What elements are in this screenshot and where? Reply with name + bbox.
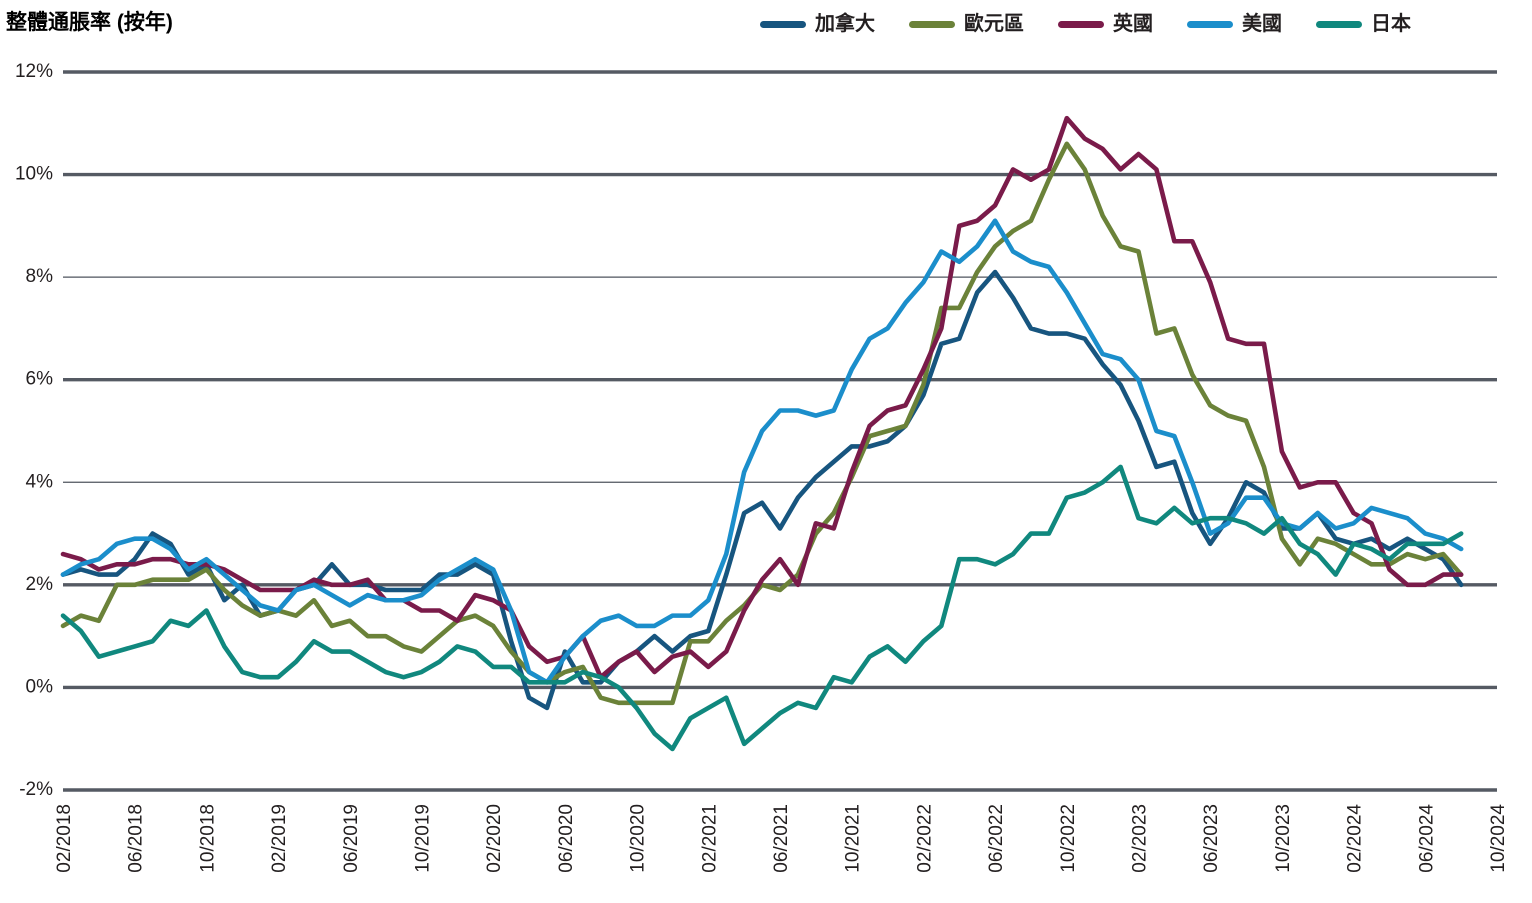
x-axis-tick-label: 06/2020	[556, 804, 577, 873]
x-axis-tick-label: 10/2019	[413, 804, 434, 873]
x-axis-labels: 02/2018 06/2018 10/2018 02/2019 06/2019 10/20…	[54, 804, 1509, 873]
legend-swatch-icon	[1187, 20, 1233, 28]
legend-item[interactable]: 英國	[1058, 14, 1153, 34]
x-axis-tick-label: 10/2024	[1488, 804, 1509, 873]
series-line-日本	[60, 464, 1464, 752]
x-axis-tick-label: 02/2022	[914, 804, 935, 873]
legend-item[interactable]: 加拿大	[760, 14, 875, 34]
y-axis-tick-label: 2%	[26, 574, 54, 595]
series-line-加拿大	[60, 269, 1464, 711]
y-axis-tick-label: 8%	[26, 266, 54, 287]
x-axis-tick-label: 06/2023	[1201, 804, 1222, 873]
y-axis-tick-label: 4%	[26, 471, 54, 492]
x-axis-tick-label: 02/2020	[484, 804, 505, 873]
legend-item[interactable]: 日本	[1316, 14, 1411, 34]
y-axis-tick-label: 0%	[26, 676, 54, 697]
legend-item[interactable]: 美國	[1187, 14, 1282, 34]
y-axis-labels: 12% 10% 8% 6% 4% 2% 0% -2%	[15, 61, 53, 800]
series-line-英國	[60, 115, 1464, 680]
series-line-美國	[60, 218, 1464, 685]
series-lines	[60, 115, 1464, 752]
x-axis-tick-label: 02/2024	[1345, 804, 1366, 873]
x-axis-tick-label: 10/2022	[1058, 804, 1079, 873]
legend-label: 加拿大	[815, 13, 875, 35]
legend-label: 英國	[1113, 13, 1153, 35]
y-axis-tick-label: 10%	[15, 164, 53, 185]
legend-label: 歐元區	[964, 13, 1024, 35]
y-axis-tick-label: 6%	[26, 369, 54, 390]
x-axis-tick-label: 06/2021	[771, 804, 792, 873]
x-axis-tick-label: 02/2021	[699, 804, 720, 873]
x-axis-tick-label: 10/2023	[1273, 804, 1294, 873]
x-axis-tick-label: 10/2021	[843, 804, 864, 873]
gridlines	[63, 70, 1497, 792]
x-axis-tick-label: 02/2018	[54, 804, 75, 873]
legend-swatch-icon	[909, 20, 955, 28]
legend-item[interactable]: 歐元區	[909, 14, 1024, 34]
legend-swatch-icon	[760, 20, 806, 28]
legend-swatch-icon	[1058, 20, 1104, 28]
y-axis-tick-label: 12%	[15, 61, 53, 82]
legend-label: 日本	[1371, 13, 1411, 35]
x-axis-tick-label: 02/2023	[1130, 804, 1151, 873]
x-axis-tick-label: 10/2020	[628, 804, 649, 873]
x-axis-tick-label: 06/2022	[986, 804, 1007, 873]
x-axis-tick-label: 10/2018	[197, 804, 218, 873]
y-axis-tick-label: -2%	[19, 779, 53, 800]
x-axis-tick-label: 02/2019	[269, 804, 290, 873]
legend-label: 美國	[1242, 13, 1282, 35]
x-axis-tick-label: 06/2019	[341, 804, 362, 873]
series-line-歐元區	[60, 141, 1464, 706]
page-title: 整體通脹率 (按年)	[6, 11, 173, 34]
x-axis-tick-label: 06/2024	[1416, 804, 1437, 873]
x-axis-tick-label: 06/2018	[126, 804, 147, 873]
chart-legend: 加拿大 歐元區 英國 美國 日本	[760, 14, 1411, 34]
legend-swatch-icon	[1316, 20, 1362, 28]
